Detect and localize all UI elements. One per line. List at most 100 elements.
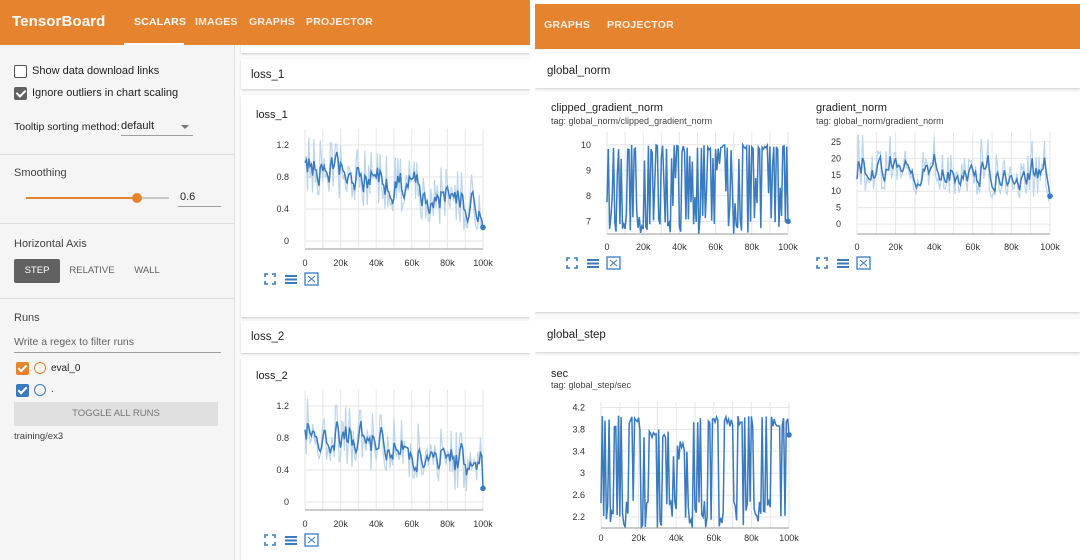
category-title: loss_2 bbox=[251, 331, 285, 343]
slider-thumb[interactable] bbox=[132, 193, 143, 203]
show-download-links-checkbox[interactable] bbox=[14, 65, 27, 78]
horizontal-axis-label: Horizontal Axis bbox=[14, 238, 87, 250]
run-checkbox-eval-0[interactable] bbox=[16, 362, 29, 375]
tab-projector[interactable]: PROJECTOR bbox=[306, 16, 373, 28]
y-tick-label: 3 bbox=[580, 468, 585, 478]
ignore-outliers-checkbox[interactable] bbox=[14, 87, 27, 100]
toggle-log-scale-icon bbox=[837, 259, 849, 268]
slider-fill bbox=[26, 197, 138, 199]
x-tick-label: 100k bbox=[1040, 242, 1060, 252]
y-tick-label: 8 bbox=[586, 191, 591, 201]
gradient-norm-chart[interactable]: 0 5 10 15 20 25 0 20k 40k 60k 80k 100k bbox=[800, 122, 1065, 302]
x-tick-label: 0 bbox=[302, 258, 307, 268]
loss-1-chart[interactable]: 0 0.4 0.8 1.2 0 20k 40k 60k 80k 100k bbox=[241, 117, 530, 317]
show-download-links-label: Show data download links bbox=[32, 65, 160, 77]
tooltip-sorting-label: Tooltip sorting method: bbox=[14, 121, 120, 133]
divider bbox=[0, 298, 235, 299]
category-title: global_step bbox=[547, 329, 606, 341]
smoothing-slider[interactable] bbox=[26, 191, 169, 205]
x-tick-label: 40k bbox=[369, 258, 384, 268]
x-tick-label: 20k bbox=[333, 258, 348, 268]
tab-graphs[interactable]: GRAPHS bbox=[544, 19, 591, 31]
y-tick-label: 10 bbox=[831, 186, 841, 196]
expand-chart-icon bbox=[304, 272, 319, 286]
x-tick-label: 20k bbox=[631, 533, 646, 543]
y-tick-label: 2.2 bbox=[572, 512, 585, 522]
toggle-all-runs-button[interactable]: TOGGLE ALL RUNS bbox=[14, 402, 218, 426]
runs-label: Runs bbox=[14, 312, 40, 324]
x-tick-label: 80k bbox=[744, 533, 759, 543]
category-header-global-norm[interactable]: global_norm bbox=[535, 54, 1080, 88]
last-point-marker bbox=[480, 224, 486, 231]
x-tick-label: 20k bbox=[636, 242, 651, 252]
tab-images[interactable]: IMAGES bbox=[195, 16, 238, 28]
smoothed-series-line bbox=[600, 414, 790, 530]
y-tick-label: 7 bbox=[586, 216, 591, 226]
axis-wall-button[interactable]: WALL bbox=[134, 265, 160, 276]
run-name-eval-0: eval_0 bbox=[51, 363, 81, 374]
tooltip-sorting-value: default bbox=[121, 120, 155, 132]
chart-tag: tag: global_norm/clipped_gradient_norm bbox=[551, 116, 713, 126]
clipped-gradient-norm-chart[interactable]: 7 8 9 10 0 20k 40k 60k 80k 100k bbox=[535, 122, 800, 302]
divider bbox=[0, 154, 235, 155]
x-tick-label: 40k bbox=[672, 242, 687, 252]
y-tick-label: 0.4 bbox=[276, 465, 289, 475]
x-tick-label: 20k bbox=[333, 519, 348, 529]
tab-graphs[interactable]: GRAPHS bbox=[249, 16, 296, 28]
y-tick-label: 1.2 bbox=[276, 401, 289, 411]
y-tick-label: 15 bbox=[831, 170, 841, 180]
log-directory: training/ex3 bbox=[14, 431, 64, 442]
chevron-down-icon bbox=[181, 125, 189, 129]
chart-card-loss-1: loss_1 0 0.4 0.8 1.2 0 20k 40k 60k 80k 100k bbox=[241, 95, 530, 317]
smoothed-series-line bbox=[606, 142, 789, 234]
left-screenshot: TensorBoard SCALARS IMAGES GRAPHS PROJEC… bbox=[0, 0, 530, 560]
x-tick-label: 60k bbox=[405, 519, 420, 529]
y-tick-label: 20 bbox=[831, 153, 841, 163]
chart-card-row-global-step: sec tag: global_step/sec 2.2 2.6 3 3.4 3.8 4.… bbox=[535, 356, 1080, 560]
y-tick-label: 0 bbox=[284, 497, 289, 507]
run-filter-input[interactable]: Write a regex to filter runs bbox=[14, 331, 221, 353]
x-tick-label: 0 bbox=[598, 533, 603, 543]
top-strip bbox=[535, 0, 1080, 4]
x-tick-label: 60k bbox=[708, 242, 723, 252]
y-tick-label: 3.4 bbox=[572, 446, 585, 456]
chart-card-row-global-norm: clipped_gradient_norm tag: global_norm/c… bbox=[535, 92, 1080, 312]
toggle-log-scale-icon bbox=[285, 536, 297, 545]
run-checkbox-dot[interactable] bbox=[16, 384, 29, 397]
sec-chart[interactable]: 2.2 2.6 3 3.4 3.8 4.2 0 20k 40k 60k 80k 100k bbox=[535, 390, 805, 560]
y-tick-label: 0 bbox=[836, 219, 841, 229]
category-header-global-step[interactable]: global_step bbox=[535, 319, 1080, 352]
expand-chart-icon bbox=[856, 256, 871, 270]
loss-2-chart[interactable]: 0 0.4 0.8 1.2 0 20k 40k 60k 80k 100k bbox=[241, 378, 530, 560]
category-header-loss-1[interactable]: loss_1 bbox=[241, 59, 530, 89]
ignore-outliers-label: Ignore outliers in chart scaling bbox=[32, 87, 179, 99]
y-tick-label: 0.8 bbox=[276, 433, 289, 443]
category-title: loss_1 bbox=[251, 69, 285, 81]
x-tick-label: 60k bbox=[966, 242, 981, 252]
smoothing-value-input[interactable]: 0.6 bbox=[178, 190, 221, 207]
run-color-circle bbox=[34, 384, 46, 396]
fit-domain-icon bbox=[566, 257, 578, 269]
x-tick-label: 80k bbox=[1004, 242, 1019, 252]
chart-title: loss_1 bbox=[256, 109, 288, 121]
last-point-marker bbox=[1047, 193, 1053, 199]
app-title: TensorBoard bbox=[12, 13, 106, 30]
chart-title: gradient_norm bbox=[816, 102, 887, 114]
y-tick-label: 5 bbox=[836, 203, 841, 213]
fit-domain-icon bbox=[264, 273, 276, 285]
top-toolbar: GRAPHS PROJECTOR bbox=[535, 4, 1080, 49]
axis-relative-button[interactable]: RELATIVE bbox=[69, 265, 115, 276]
x-tick-label: 40k bbox=[369, 519, 384, 529]
tab-projector[interactable]: PROJECTOR bbox=[607, 19, 674, 31]
x-tick-label: 80k bbox=[440, 519, 455, 529]
tab-scalars[interactable]: SCALARS bbox=[134, 16, 187, 28]
tooltip-sorting-select[interactable]: default bbox=[121, 118, 193, 136]
sidebar: Show data download links Ignore outliers… bbox=[0, 45, 235, 560]
run-filter-placeholder: Write a regex to filter runs bbox=[14, 336, 135, 348]
divider bbox=[0, 223, 235, 224]
category-header-loss-2[interactable]: loss_2 bbox=[241, 321, 530, 353]
y-tick-label: 0.4 bbox=[276, 204, 289, 214]
axis-step-button[interactable]: STEP bbox=[14, 259, 60, 283]
run-name-dot: . bbox=[51, 384, 54, 395]
chart-title: clipped_gradient_norm bbox=[551, 102, 663, 114]
